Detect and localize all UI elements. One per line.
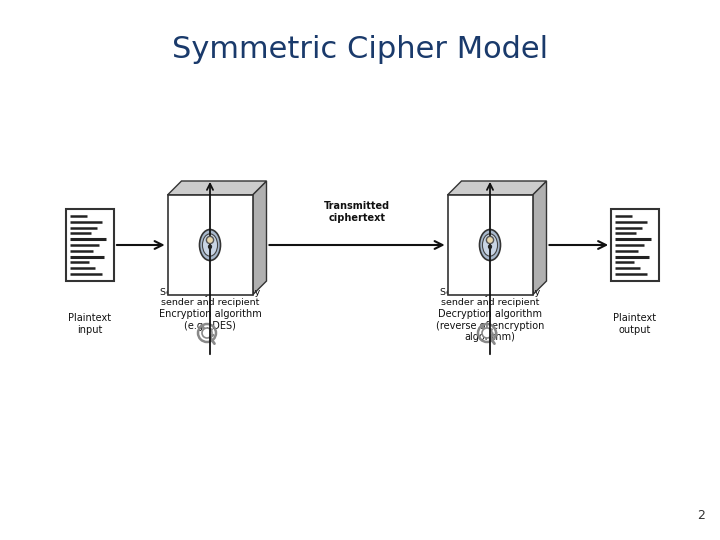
Ellipse shape [480, 230, 500, 260]
Text: Transmitted
ciphertext: Transmitted ciphertext [324, 201, 390, 223]
Polygon shape [489, 247, 491, 253]
Circle shape [487, 237, 494, 244]
Circle shape [482, 328, 492, 338]
Ellipse shape [482, 234, 498, 256]
Polygon shape [533, 181, 546, 295]
Text: Decryption algorithm
(reverse of encryption
algorithm): Decryption algorithm (reverse of encrypt… [436, 309, 544, 342]
Text: Plaintext
output: Plaintext output [613, 313, 657, 335]
Text: Encryption algorithm
(e.g., DES): Encryption algorithm (e.g., DES) [158, 309, 261, 330]
Circle shape [488, 245, 492, 248]
Text: Secret key shared by
sender and recipient: Secret key shared by sender and recipien… [160, 288, 260, 307]
Text: 2: 2 [697, 509, 705, 522]
Polygon shape [168, 195, 253, 295]
Polygon shape [168, 181, 266, 195]
Circle shape [207, 237, 214, 244]
Circle shape [208, 245, 212, 248]
Text: Secret key shared by
sender and recipient: Secret key shared by sender and recipien… [440, 288, 540, 307]
Polygon shape [209, 247, 212, 253]
Polygon shape [611, 209, 659, 281]
Polygon shape [66, 209, 114, 281]
Ellipse shape [202, 234, 217, 256]
Polygon shape [448, 195, 533, 295]
Circle shape [202, 328, 212, 338]
Polygon shape [448, 181, 546, 195]
Ellipse shape [199, 230, 220, 260]
Text: Plaintext
input: Plaintext input [68, 313, 112, 335]
Text: Symmetric Cipher Model: Symmetric Cipher Model [172, 36, 548, 64]
Polygon shape [253, 181, 266, 295]
